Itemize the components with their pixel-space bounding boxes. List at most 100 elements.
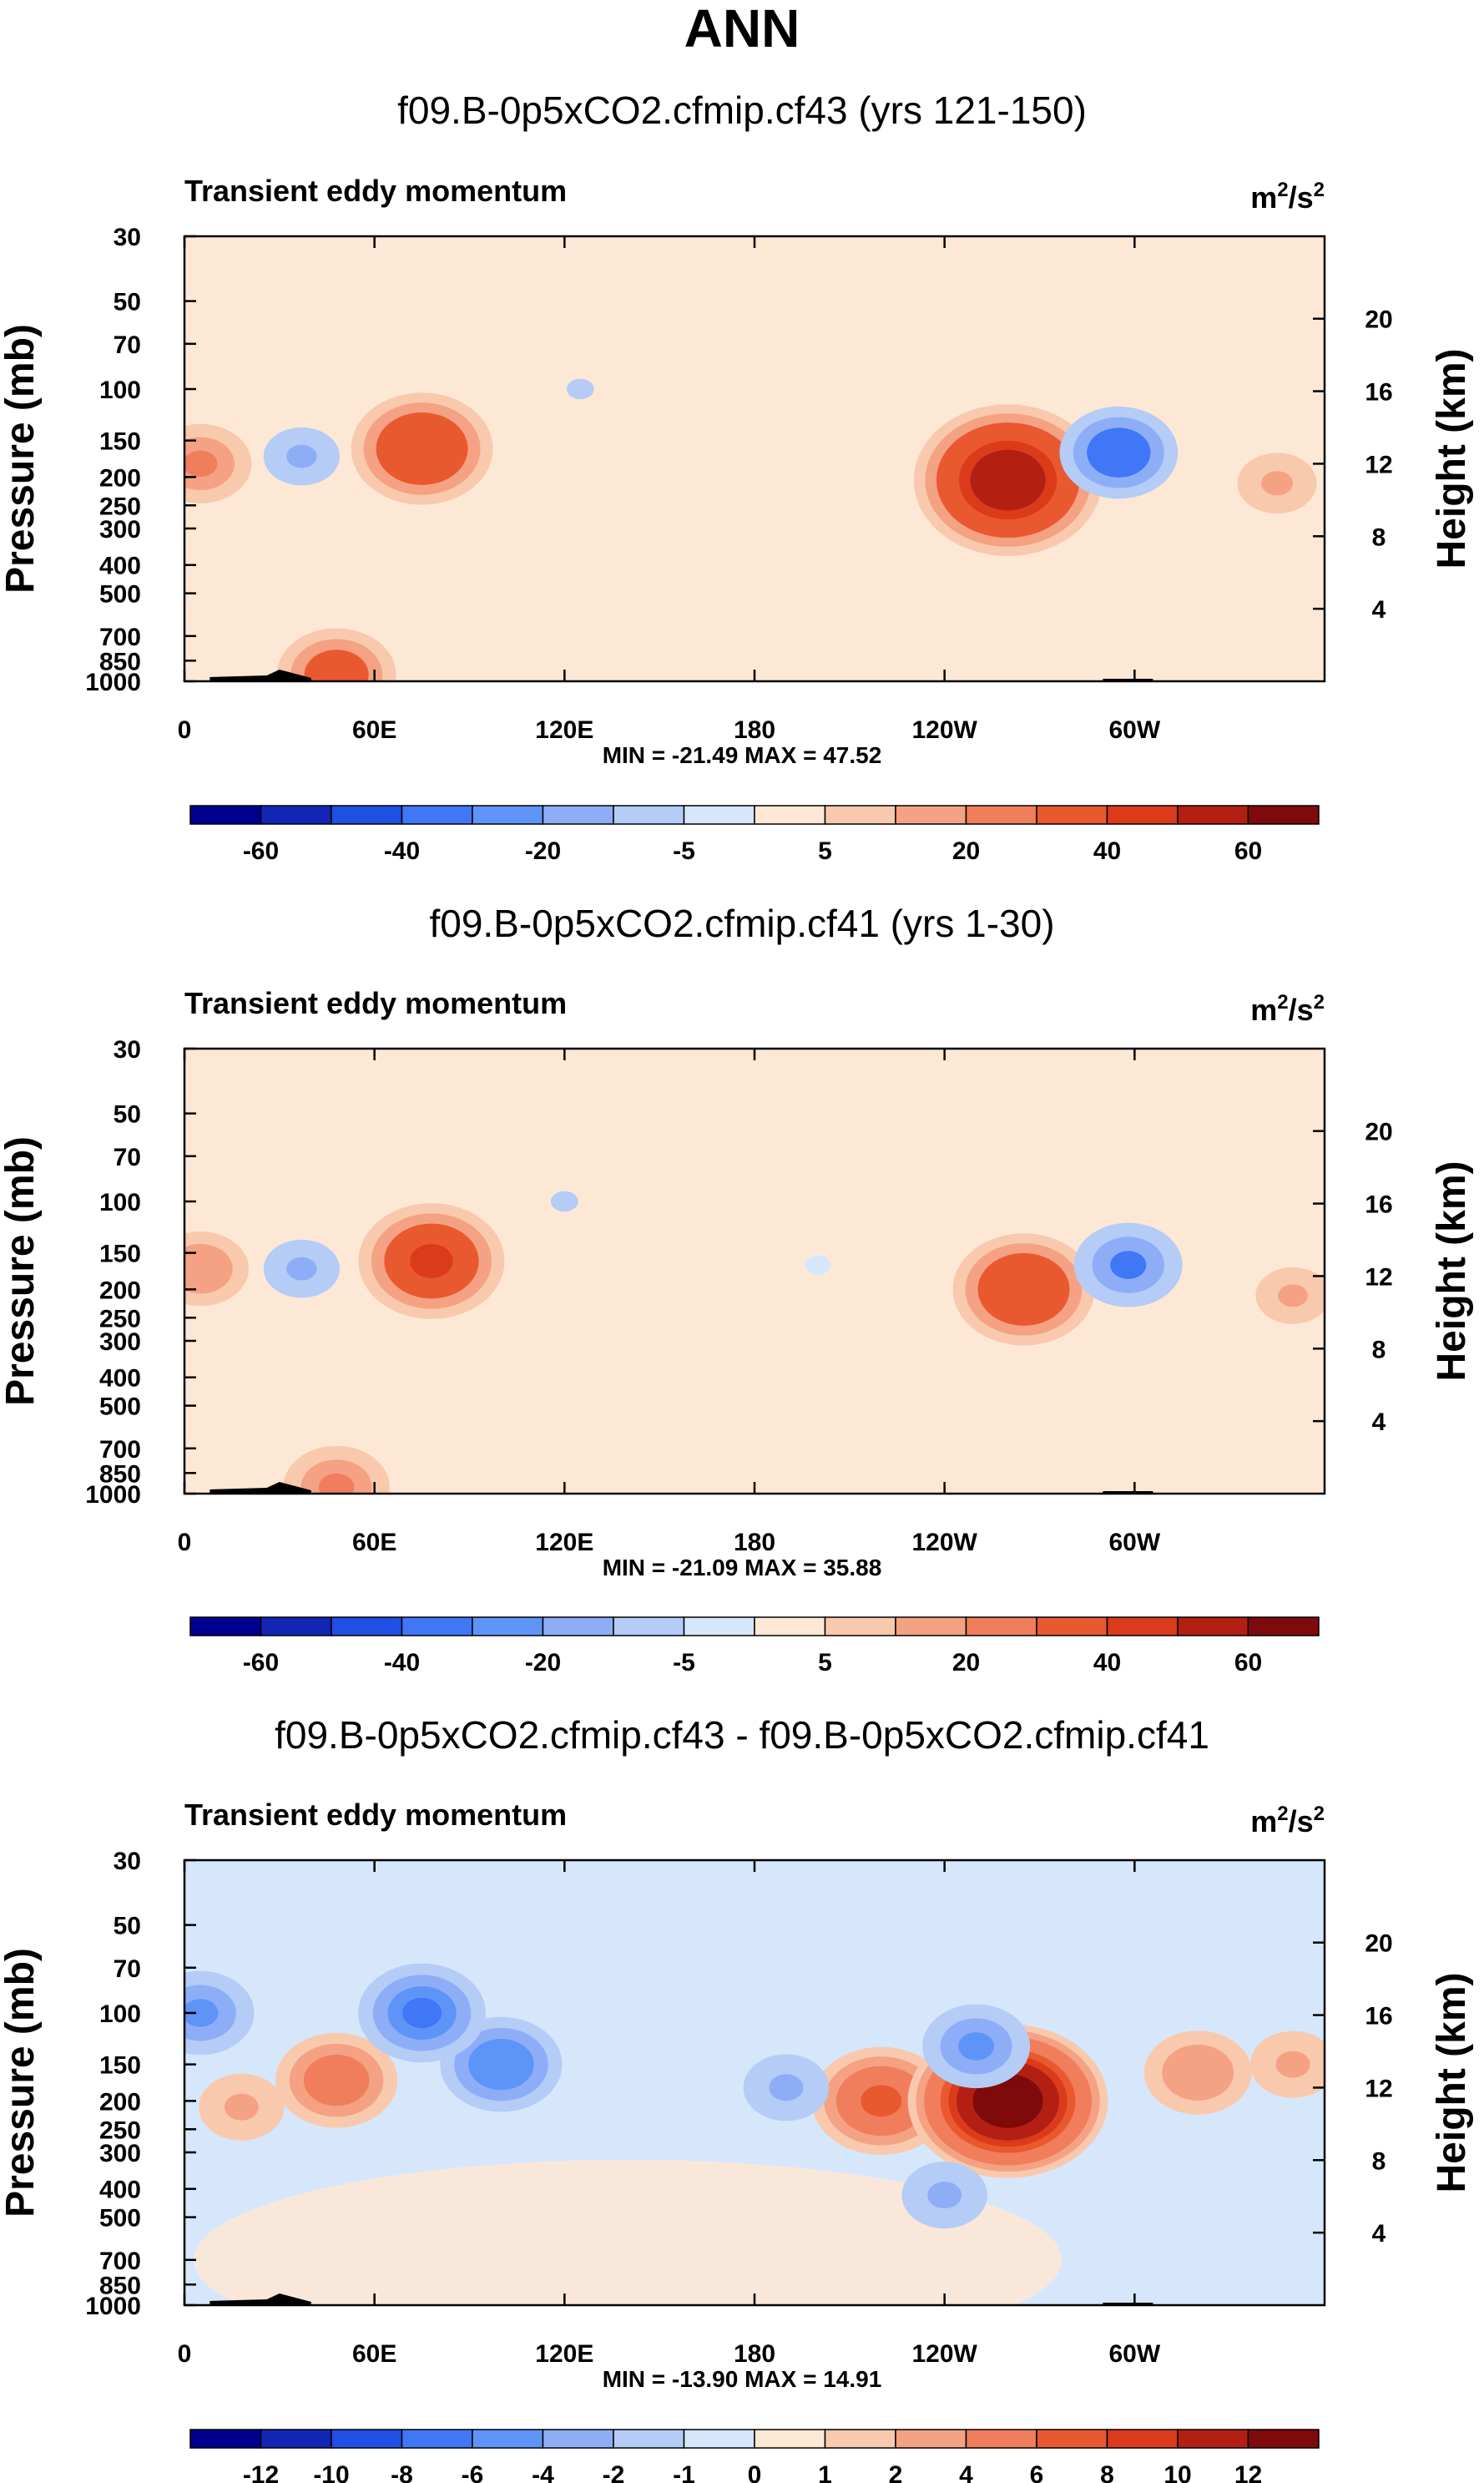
units-part: 2 (1314, 179, 1325, 201)
y-tick-label: 400 (99, 2177, 141, 2204)
colorbar-label: -60 (243, 837, 279, 865)
y-axis-right-label: Height (km) (1430, 1161, 1474, 1382)
y-tick-label: 500 (99, 2205, 141, 2233)
y-right-tick-label: 12 (1365, 1263, 1392, 1291)
contour-feature-8 (805, 1255, 831, 1275)
colorbar-label: 2 (889, 2461, 903, 2483)
y-tick-label: 200 (99, 464, 141, 492)
x-tick-label: 180 (734, 716, 775, 744)
contour-feature-5 (286, 444, 317, 468)
x-tick-label: 180 (734, 2340, 775, 2368)
y-right-tick-label: 8 (1372, 523, 1386, 551)
colorbar-swatch (1247, 1616, 1320, 1636)
colorbar-swatch (1247, 2429, 1320, 2449)
contour-feature-4 (1261, 471, 1294, 496)
colorbar-label: 4 (959, 2461, 973, 2483)
contour-feature-6 (1275, 2051, 1310, 2078)
contour-feature-11 (958, 2032, 995, 2061)
colorbar-swatch (1177, 2429, 1249, 2449)
contour-feature-3 (184, 1256, 217, 1282)
contour-field (184, 378, 1317, 681)
y-tick-label: 400 (99, 1365, 141, 1393)
topography (1103, 1491, 1153, 1494)
contour-feature-9 (318, 1473, 355, 1494)
units-label: m2/s2 (1250, 991, 1325, 1027)
y-tick-label: 850 (99, 648, 141, 675)
colorbar-label: 8 (1100, 2461, 1114, 2483)
y-axis-label: Pressure (mb) (0, 324, 43, 594)
contour-feature-7 (566, 378, 594, 400)
colorbar-swatch (683, 1616, 755, 1636)
y-tick-label: 50 (114, 1913, 141, 1940)
y-axis-label: Pressure (mb) (0, 1948, 43, 2218)
y-tick-label: 150 (99, 2052, 141, 2080)
colorbar-label: -40 (384, 837, 420, 865)
y-right-tick-label: 8 (1372, 1336, 1386, 1363)
colorbar-swatch (895, 805, 967, 825)
colorbar-swatch (189, 1616, 262, 1636)
figure-title: ANN (684, 0, 800, 58)
stats-label: MIN = -21.49 MAX = 47.52 (603, 742, 882, 768)
units-part: 2 (1314, 991, 1325, 1014)
contour-feature-7 (550, 1191, 578, 1212)
y-tick-label: 30 (114, 1848, 141, 1875)
colorbar-label: -5 (673, 837, 695, 865)
y-axis-right-label: Height (km) (1430, 349, 1474, 569)
colorbar-swatch (542, 2429, 614, 2449)
contour-feature-2 (981, 2080, 1035, 2122)
y-tick-label: 1000 (85, 2293, 141, 2320)
colorbar-swatch (472, 805, 544, 825)
y-tick-label: 100 (99, 2000, 141, 2028)
colorbar-swatch (1106, 2429, 1179, 2449)
contour-feature-8 (402, 1997, 442, 2029)
topography (209, 670, 311, 681)
colorbar-swatch (189, 2429, 262, 2449)
contour-field (184, 1963, 1325, 2305)
x-tick-label: 0 (178, 2340, 192, 2368)
y-tick-label: 100 (99, 377, 141, 404)
colorbar-label: -5 (673, 1649, 695, 1676)
colorbar-swatch (1036, 805, 1108, 825)
y-tick-label: 30 (114, 224, 141, 251)
units-part: 2 (1277, 1803, 1288, 1825)
colorbar-swatch (472, 2429, 544, 2449)
x-tick-label: 60E (352, 1529, 396, 1556)
units-label: m2/s2 (1250, 179, 1325, 215)
y-tick-label: 500 (99, 581, 141, 609)
units-part: /s (1289, 180, 1314, 215)
colorbar-label: 40 (1093, 837, 1121, 865)
contour-feature-2 (981, 458, 1035, 502)
colorbar-swatch (895, 2429, 967, 2449)
y-tick-label: 70 (114, 1955, 141, 1983)
y-tick-label: 200 (99, 1277, 141, 1304)
colorbar-label: 5 (818, 1649, 832, 1676)
colorbar-swatch (613, 2429, 685, 2449)
colorbar-swatch (965, 805, 1037, 825)
contour-feature-3 (317, 2066, 356, 2096)
y-right-tick-label: 20 (1365, 1930, 1392, 1958)
colorbar-swatch (1036, 1616, 1108, 1636)
left-title: Transient eddy momentum (184, 986, 567, 1020)
colorbar-swatch (754, 1616, 826, 1636)
colorbar-swatch (895, 1616, 967, 1636)
units-part: /s (1289, 1804, 1314, 1838)
colorbar-swatch (331, 805, 403, 825)
colorbar-swatch (1247, 805, 1320, 825)
contour-field (184, 1191, 1325, 1494)
x-tick-label: 120E (535, 1529, 593, 1556)
contour-feature-9 (184, 1999, 219, 2027)
contour-feature-12 (927, 2182, 962, 2209)
x-tick-label: 60W (1108, 1529, 1160, 1556)
colorbar-label: -4 (532, 2461, 554, 2483)
colorbar-label: 12 (1234, 2461, 1262, 2483)
contour-feature-6 (1100, 438, 1138, 468)
colorbar-label: 20 (952, 1649, 980, 1676)
colorbar-swatch (1106, 805, 1179, 825)
y-tick-label: 300 (99, 516, 141, 544)
units-part: m (1250, 993, 1277, 1027)
y-tick-label: 100 (99, 1189, 141, 1216)
x-tick-label: 60E (352, 716, 396, 744)
y-tick-label: 500 (99, 1393, 141, 1421)
colorbar-label: 6 (1030, 2461, 1044, 2483)
